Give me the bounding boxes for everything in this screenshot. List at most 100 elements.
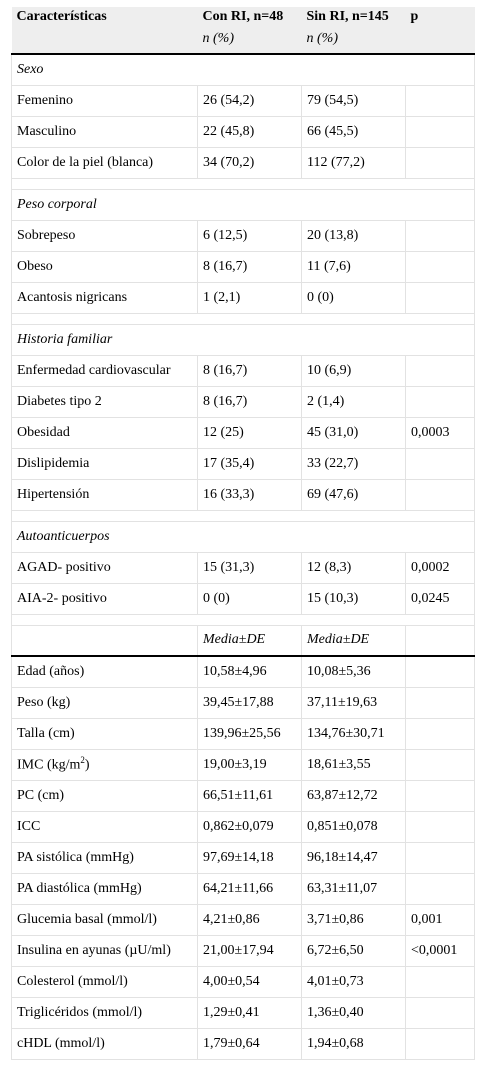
row-label: Obeso bbox=[11, 251, 198, 283]
sin-ri-value: 10 (6,9) bbox=[301, 355, 406, 387]
sin-ri-value: 18,61±3,55 bbox=[301, 749, 406, 781]
sin-ri-value: 0,851±0,078 bbox=[301, 811, 406, 843]
header-units-row: n (%) n (%) bbox=[11, 31, 475, 55]
row-label: Enfermedad cardiovascular bbox=[11, 355, 198, 387]
table-row: Triglicéridos (mmol/l) 1,29±0,41 1,36±0,40 bbox=[11, 997, 475, 1029]
p-value: <0,0001 bbox=[405, 935, 475, 967]
spacer-row bbox=[11, 313, 475, 325]
con-ri-value: 12 (25) bbox=[197, 417, 302, 449]
p-value bbox=[405, 147, 475, 179]
p-value bbox=[405, 687, 475, 719]
con-ri-value: 21,00±17,94 bbox=[197, 935, 302, 967]
table-row: Enfermedad cardiovascular 8 (16,7) 10 (6,9… bbox=[11, 355, 475, 387]
con-ri-value: 0,862±0,079 bbox=[197, 811, 302, 843]
sin-ri-value: 1,94±0,68 bbox=[301, 1028, 406, 1060]
con-ri-value: 15 (31,3) bbox=[197, 552, 302, 584]
p-value bbox=[405, 282, 475, 314]
row-label: Edad (años) bbox=[11, 656, 198, 688]
p-value bbox=[405, 448, 475, 480]
con-ri-value: 66,51±11,61 bbox=[197, 780, 302, 812]
con-ri-value: 1,29±0,41 bbox=[197, 997, 302, 1029]
row-label: AIA-2- positivo bbox=[11, 583, 198, 615]
table-row: PA diastólica (mmHg) 64,21±11,66 63,31±11,… bbox=[11, 873, 475, 905]
row-label: Hipertensión bbox=[11, 479, 198, 511]
row-label: Insulina en ayunas (µU/ml) bbox=[11, 935, 198, 967]
spacer-row bbox=[11, 614, 475, 626]
p-value bbox=[405, 873, 475, 905]
p-value bbox=[405, 251, 475, 283]
row-label-superscript: 2 bbox=[80, 755, 85, 766]
con-ri-value: 19,00±3,19 bbox=[197, 749, 302, 781]
spacer-row bbox=[11, 178, 475, 190]
con-ri-value: 22 (45,8) bbox=[197, 116, 302, 148]
row-label: PC (cm) bbox=[11, 780, 198, 812]
con-ri-value: 64,21±11,66 bbox=[197, 873, 302, 905]
means-header-p bbox=[405, 625, 475, 657]
con-ri-value: 39,45±17,88 bbox=[197, 687, 302, 719]
header-characteristics: Características bbox=[11, 7, 198, 31]
sin-ri-value: 79 (54,5) bbox=[301, 85, 406, 117]
section-header-row: Peso corporal bbox=[11, 189, 475, 221]
sin-ri-value: 63,31±11,07 bbox=[301, 873, 406, 905]
header-row: Características Con RI, n=48 Sin RI, n=1… bbox=[11, 7, 475, 31]
table-row: Glucemia basal (mmol/l) 4,21±0,86 3,71±0,8… bbox=[11, 904, 475, 936]
row-label: IMC (kg/m2) bbox=[11, 749, 198, 781]
row-label: Diabetes tipo 2 bbox=[11, 386, 198, 418]
sin-ri-value: 33 (22,7) bbox=[301, 448, 406, 480]
con-ri-value: 8 (16,7) bbox=[197, 386, 302, 418]
p-value bbox=[405, 718, 475, 750]
con-ri-value: 34 (70,2) bbox=[197, 147, 302, 179]
means-header-row: Media±DE Media±DE bbox=[11, 625, 475, 657]
row-label: Colesterol (mmol/l) bbox=[11, 966, 198, 998]
row-label: Talla (cm) bbox=[11, 718, 198, 750]
p-value bbox=[405, 966, 475, 998]
con-ri-value: 8 (16,7) bbox=[197, 251, 302, 283]
row-label: Glucemia basal (mmol/l) bbox=[11, 904, 198, 936]
table-row: Obeso 8 (16,7) 11 (7,6) bbox=[11, 251, 475, 283]
p-value bbox=[405, 997, 475, 1029]
header-sin-unit: n (%) bbox=[301, 31, 406, 55]
table-row: Dislipidemia 17 (35,4) 33 (22,7) bbox=[11, 448, 475, 480]
sin-ri-value: 45 (31,0) bbox=[301, 417, 406, 449]
con-ri-value: 8 (16,7) bbox=[197, 355, 302, 387]
table-body: Sexo Femenino 26 (54,2) 79 (54,5) Masculino 2… bbox=[11, 54, 475, 1060]
con-ri-value: 16 (33,3) bbox=[197, 479, 302, 511]
spacer-row bbox=[11, 510, 475, 522]
sin-ri-value: 37,11±19,63 bbox=[301, 687, 406, 719]
con-ri-value: 97,69±14,18 bbox=[197, 842, 302, 874]
con-ri-value: 6 (12,5) bbox=[197, 220, 302, 252]
p-value bbox=[405, 811, 475, 843]
section-header-row: Sexo bbox=[11, 54, 475, 86]
table-row: cHDL (mmol/l) 1,79±0,64 1,94±0,68 bbox=[11, 1028, 475, 1060]
sin-ri-value: 12 (8,3) bbox=[301, 552, 406, 584]
sin-ri-value: 96,18±14,47 bbox=[301, 842, 406, 874]
row-label: Peso (kg) bbox=[11, 687, 198, 719]
table-row: Masculino 22 (45,8) 66 (45,5) bbox=[11, 116, 475, 148]
sin-ri-value: 63,87±12,72 bbox=[301, 780, 406, 812]
row-label-text: IMC (kg/m bbox=[17, 757, 81, 773]
con-ri-value: 17 (35,4) bbox=[197, 448, 302, 480]
con-ri-value: 26 (54,2) bbox=[197, 85, 302, 117]
sin-ri-value: 1,36±0,40 bbox=[301, 997, 406, 1029]
table-row: Color de la piel (blanca) 34 (70,2) 112 (7… bbox=[11, 147, 475, 179]
table-row: PC (cm) 66,51±11,61 63,87±12,72 bbox=[11, 780, 475, 812]
table-row: Talla (cm) 139,96±25,56 134,76±30,71 bbox=[11, 718, 475, 750]
means-header-con: Media±DE bbox=[197, 625, 302, 657]
p-value bbox=[405, 116, 475, 148]
section-header-row: Historia familiar bbox=[11, 324, 475, 356]
table-row: AIA-2- positivo 0 (0) 15 (10,3) 0,0245 bbox=[11, 583, 475, 615]
sin-ri-value: 15 (10,3) bbox=[301, 583, 406, 615]
section-header-row: Autoanticuerpos bbox=[11, 521, 475, 553]
header-p: p bbox=[405, 7, 475, 31]
row-label: cHDL (mmol/l) bbox=[11, 1028, 198, 1060]
row-label: Sobrepeso bbox=[11, 220, 198, 252]
means-header-empty bbox=[11, 625, 198, 657]
p-value bbox=[405, 842, 475, 874]
table-row: Acantosis nigricans 1 (2,1) 0 (0) bbox=[11, 282, 475, 314]
table-row: Edad (años) 10,58±4,96 10,08±5,36 bbox=[11, 656, 475, 688]
sin-ri-value: 0 (0) bbox=[301, 282, 406, 314]
p-value bbox=[405, 656, 475, 688]
table-row: Obesidad 12 (25) 45 (31,0) 0,0003 bbox=[11, 417, 475, 449]
p-value: 0,0003 bbox=[405, 417, 475, 449]
table-row: Femenino 26 (54,2) 79 (54,5) bbox=[11, 85, 475, 117]
